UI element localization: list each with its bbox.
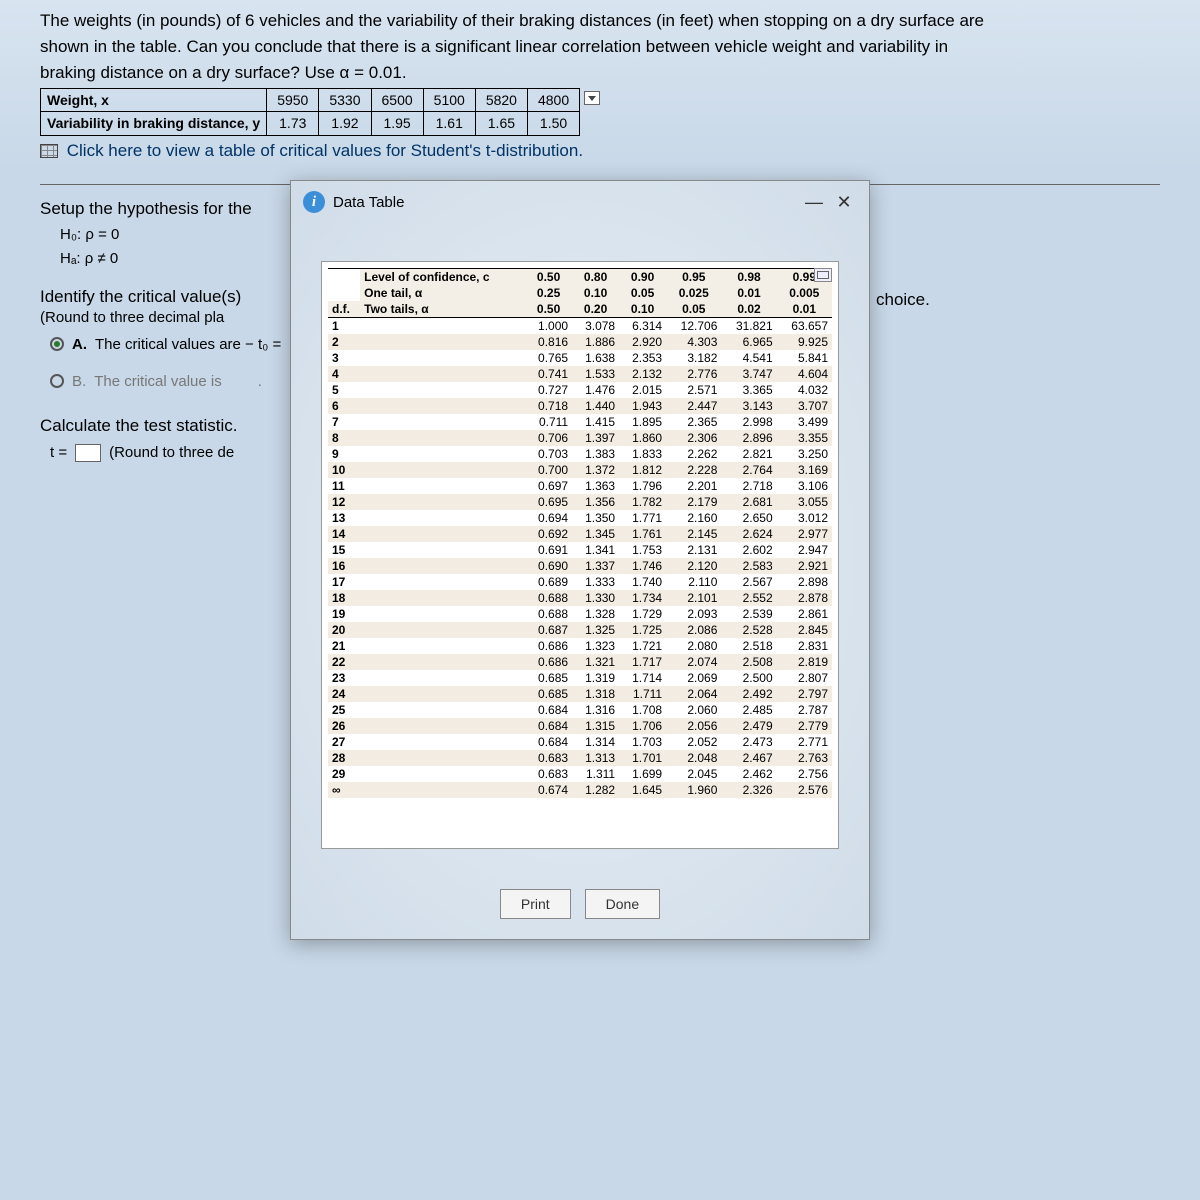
info-icon: i <box>303 191 325 213</box>
radio-a[interactable] <box>50 337 64 351</box>
t-label: t = <box>50 444 67 461</box>
expand-icon[interactable] <box>814 268 832 282</box>
minimize-button[interactable]: — <box>801 191 827 213</box>
t-input[interactable] <box>75 444 101 462</box>
opt-b-label: B. <box>72 373 86 390</box>
dropdown-icon[interactable] <box>584 91 600 105</box>
modal-title: Data Table <box>333 194 404 211</box>
modal-header: i Data Table — ✕ <box>291 181 869 223</box>
radio-b[interactable] <box>50 374 64 388</box>
opt-a-label: A. <box>72 336 87 353</box>
row-label-y: Variability in braking distance, y <box>41 112 267 135</box>
choice-label: choice. <box>876 290 930 310</box>
problem-line-3: braking distance on a dry surface? Use α… <box>40 62 1160 84</box>
vehicle-data-table: Weight, x 5950 5330 6500 5100 5820 4800 … <box>40 88 611 135</box>
print-button[interactable]: Print <box>500 889 571 919</box>
done-button[interactable]: Done <box>585 889 660 919</box>
problem-statement: The weights (in pounds) of 6 vehicles an… <box>0 0 1200 172</box>
data-table-modal: i Data Table — ✕ Level of confidence, c0… <box>290 180 870 940</box>
opt-a-text: The critical values are − t₀ = <box>95 336 281 353</box>
t-round-note: (Round to three de <box>109 444 234 461</box>
t-distribution-table: Level of confidence, c0.500.800.900.950.… <box>328 268 832 798</box>
modal-body: Level of confidence, c0.500.800.900.950.… <box>321 261 839 849</box>
problem-line-2: shown in the table. Can you conclude tha… <box>40 36 1160 58</box>
opt-b-text: The critical value is <box>94 373 222 390</box>
close-button[interactable]: ✕ <box>831 191 857 213</box>
t-table-link[interactable]: Click here to view a table of critical v… <box>40 140 1160 162</box>
problem-line-1: The weights (in pounds) of 6 vehicles an… <box>40 10 1160 32</box>
table-icon <box>40 144 58 158</box>
row-label-x: Weight, x <box>41 89 267 112</box>
modal-footer: Print Done <box>291 889 869 919</box>
